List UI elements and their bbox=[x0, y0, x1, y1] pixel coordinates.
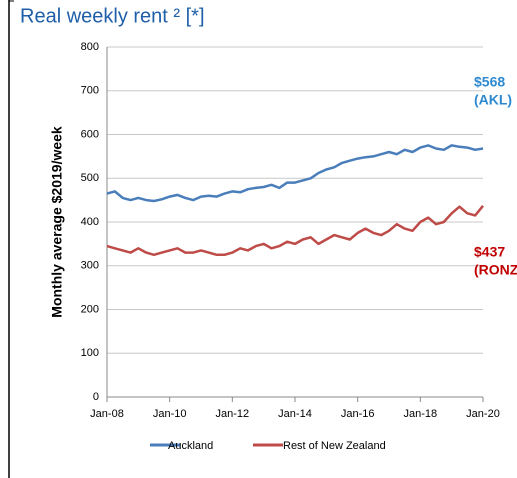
series-line bbox=[106, 205, 484, 257]
x-tick-label: Jan-12 bbox=[216, 408, 250, 420]
legend-label: Auckland bbox=[168, 440, 213, 452]
y-axis-label: Monthly average $2019/week bbox=[49, 126, 65, 318]
chart-title: Real weekly rent ² [*] bbox=[20, 5, 205, 27]
y-tick-label: 200 bbox=[81, 303, 99, 315]
x-tick-label: Jan-16 bbox=[341, 408, 375, 420]
series-line bbox=[106, 144, 484, 203]
y-tick-label: 300 bbox=[81, 260, 99, 272]
y-tick-label: 700 bbox=[81, 85, 99, 97]
x-tick-label: Jan-14 bbox=[278, 408, 312, 420]
legend-label: Rest of New Zealand bbox=[283, 440, 386, 452]
y-tick-label: 800 bbox=[81, 41, 99, 53]
x-tick-label: Jan-20 bbox=[466, 408, 500, 420]
annotation: (AKL) bbox=[474, 92, 512, 108]
y-tick-label: 500 bbox=[81, 172, 99, 184]
annotation: (RONZ) bbox=[474, 262, 517, 278]
x-tick-label: Jan-18 bbox=[404, 408, 438, 420]
annotation: $437 bbox=[474, 244, 505, 260]
y-tick-label: 400 bbox=[81, 216, 99, 228]
x-tick-label: Jan-10 bbox=[153, 408, 187, 420]
y-tick-label: 100 bbox=[81, 347, 99, 359]
y-tick-label: 600 bbox=[81, 128, 99, 140]
x-tick-label: Jan-08 bbox=[90, 408, 124, 420]
annotation: $568 bbox=[474, 74, 505, 90]
y-tick-label: 0 bbox=[93, 391, 99, 403]
